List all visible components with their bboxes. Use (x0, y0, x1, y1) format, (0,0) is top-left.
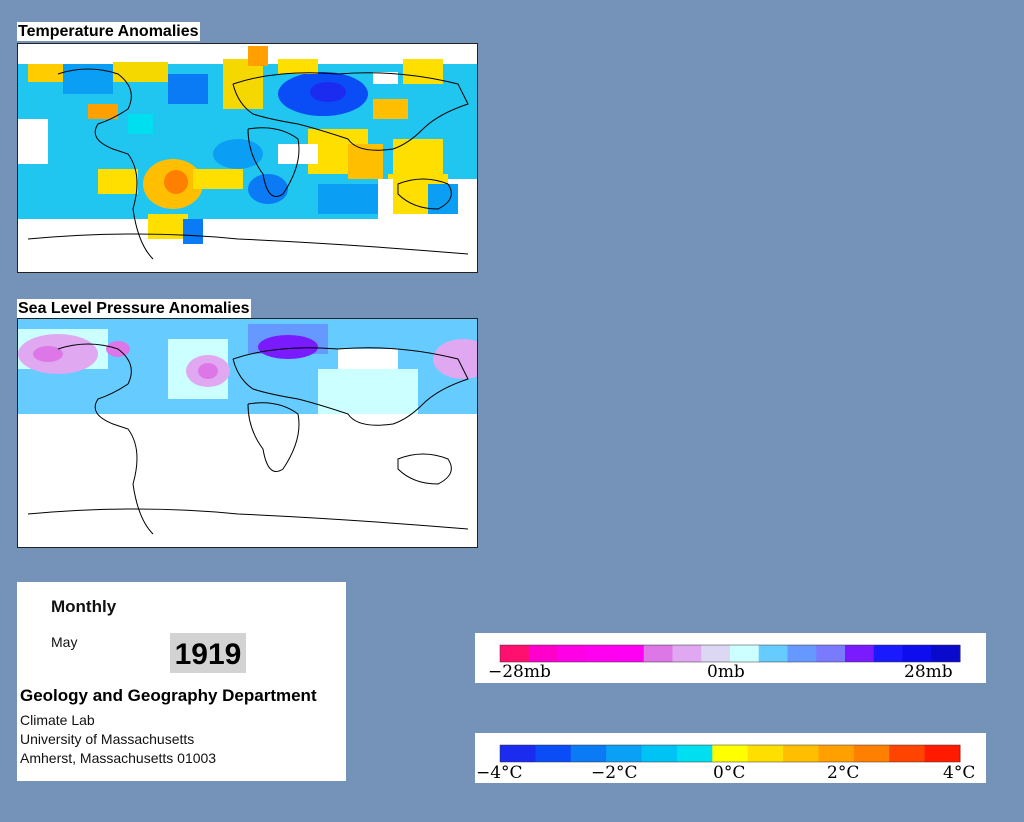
temperature-swatch-1 (535, 745, 572, 762)
pressure-tick-min: −28mb (488, 662, 551, 682)
pressure-swatch-15 (931, 645, 961, 662)
temperature-panel-title: Temperature Anomalies (17, 22, 200, 41)
pressure-anomaly-map (17, 318, 478, 548)
pressure-swatch-9 (758, 645, 788, 662)
temperature-swatch-3 (606, 745, 643, 762)
pressure-swatch-2 (557, 645, 587, 662)
temperature-swatch-6 (712, 745, 749, 762)
temperature-swatch-12 (924, 745, 961, 762)
coastline-outline (27, 68, 469, 260)
temperature-swatch-11 (889, 745, 926, 762)
temperature-swatch-0 (500, 745, 536, 762)
temperature-tick-0: 0°C (713, 763, 745, 783)
temperature-swatch-4 (641, 745, 678, 762)
pressure-swatch-8 (730, 645, 760, 662)
pressure-coastline-outline (27, 343, 469, 535)
pressure-swatch-5 (643, 645, 673, 662)
pressure-anomaly-fill (18, 319, 477, 547)
temperature-tick-4: 4°C (943, 763, 975, 783)
pressure-tick-zero: 0mb (707, 662, 745, 682)
address-line: Amherst, Massachusetts 01003 (20, 750, 217, 766)
pressure-panel-title: Sea Level Pressure Anomalies (17, 299, 251, 318)
temperature-tick-2: 2°C (827, 763, 859, 783)
pressure-swatch-14 (902, 645, 932, 662)
pressure-swatch-12 (845, 645, 875, 662)
info-box: Monthly May 1919 Geology and Geography D… (17, 582, 346, 781)
pressure-swatch-11 (816, 645, 846, 662)
university-name: University of Massachusetts (20, 731, 195, 747)
temperature-swatch-border (499, 744, 961, 763)
lab-name: Climate Lab (20, 712, 95, 728)
pressure-swatch-0 (500, 645, 530, 662)
temperature-anomaly-map (17, 43, 478, 273)
pressure-swatch-13 (873, 645, 903, 662)
temperature-tick-neg4: −4°C (476, 763, 523, 783)
pressure-legend-swatches (499, 644, 961, 663)
period-label: Monthly (51, 597, 117, 616)
pressure-swatch-7 (701, 645, 731, 662)
temperature-swatch-8 (783, 745, 819, 762)
year-display: 1919 (170, 633, 246, 673)
pressure-tick-max: 28mb (904, 662, 953, 682)
pressure-swatch-3 (586, 645, 616, 662)
department-name: Geology and Geography Department (20, 686, 317, 705)
pressure-swatch-1 (528, 645, 558, 662)
temperature-legend: −4°C −2°C 0°C 2°C 4°C (475, 733, 986, 783)
pressure-legend: −28mb 0mb 28mb (475, 633, 986, 683)
temperature-swatch-5 (676, 745, 713, 762)
temperature-swatch-2 (570, 745, 607, 762)
temperature-swatch-7 (747, 745, 784, 762)
temperature-swatch-9 (818, 745, 855, 762)
pressure-swatch-6 (672, 645, 702, 662)
temperature-swatch-10 (853, 745, 890, 762)
temperature-tick-neg2: −2°C (591, 763, 638, 783)
month-label: May (51, 634, 78, 650)
pressure-swatch-border (499, 644, 961, 663)
pressure-swatch-4 (615, 645, 645, 662)
temperature-legend-swatches (499, 744, 961, 763)
pressure-swatch-10 (787, 645, 817, 662)
